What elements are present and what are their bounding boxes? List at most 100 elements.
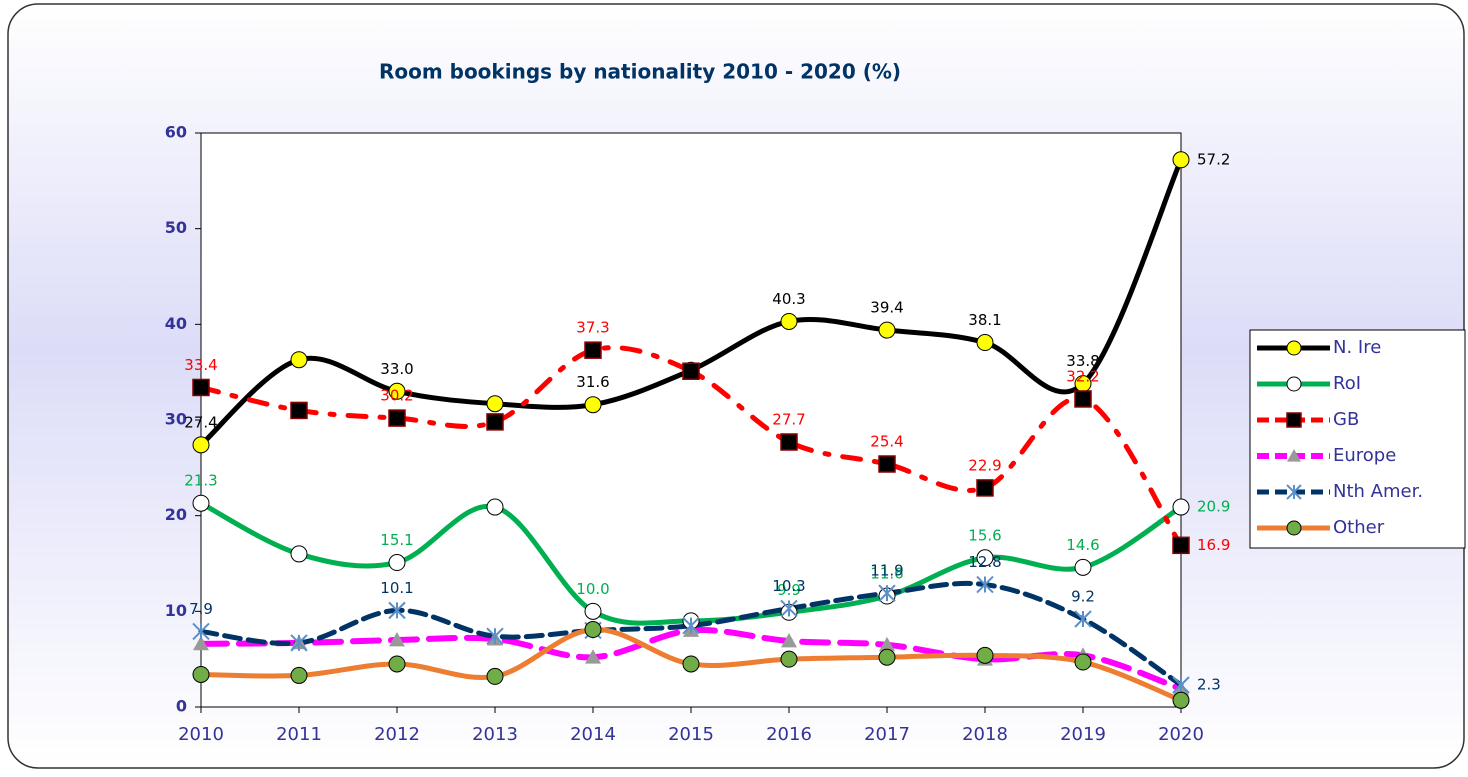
marker: [1172, 676, 1190, 694]
legend-label: N. Ire: [1333, 337, 1381, 358]
marker: [1074, 610, 1092, 628]
marker: [192, 665, 210, 683]
data-label: 15.6: [968, 526, 1001, 544]
data-label: 33.4: [184, 356, 217, 374]
data-label: 20.9: [1197, 498, 1230, 516]
marker: [486, 395, 504, 413]
legend-label: Nth Amer.: [1333, 481, 1423, 502]
marker: [193, 635, 209, 651]
y-tick-label: 40: [165, 314, 187, 333]
marker: [290, 634, 308, 652]
marker: [388, 601, 406, 620]
marker: [1074, 558, 1092, 576]
marker: [1172, 498, 1190, 516]
data-label: 22.9: [968, 456, 1001, 474]
y-tick-label: 60: [165, 123, 187, 142]
marker: [584, 621, 602, 639]
data-label: 2.3: [1197, 675, 1221, 693]
marker: [1074, 390, 1092, 408]
marker: [389, 632, 405, 647]
marker: [780, 312, 798, 330]
x-tick-label: 2020: [1158, 724, 1204, 745]
marker: [192, 622, 210, 641]
data-label: 21.3: [184, 472, 217, 490]
marker: [486, 413, 504, 431]
data-label: 32.2: [1066, 367, 1099, 385]
marker: [976, 334, 994, 352]
data-label: 27.4: [184, 413, 217, 431]
x-tick-label: 2012: [374, 724, 420, 745]
legend: [1249, 329, 1466, 549]
marker: [1286, 484, 1302, 500]
marker: [388, 382, 406, 400]
marker: [780, 650, 798, 668]
marker: [192, 378, 210, 397]
legend-label: Other: [1333, 517, 1385, 538]
legend-label: Europe: [1333, 445, 1396, 466]
marker: [585, 649, 601, 664]
data-label: 9.2: [1071, 587, 1095, 605]
marker: [1172, 691, 1190, 709]
marker: [1286, 412, 1302, 428]
marker: [682, 655, 700, 673]
data-label: 16.9: [1197, 536, 1230, 554]
marker: [878, 584, 896, 602]
marker: [486, 498, 504, 516]
marker: [388, 554, 406, 572]
chart-title: Room bookings by nationality 2010 - 2020…: [379, 60, 901, 84]
x-tick-label: 2019: [1060, 724, 1106, 745]
data-label: 10.3: [772, 577, 805, 595]
marker: [682, 616, 700, 635]
data-label: 57.2: [1197, 150, 1230, 168]
marker: [388, 655, 406, 673]
data-label: 7.9: [189, 600, 213, 618]
legend-label: RoI: [1333, 373, 1361, 394]
y-tick-label: 50: [165, 218, 187, 237]
marker: [879, 636, 895, 652]
marker: [976, 646, 994, 664]
marker: [976, 575, 994, 594]
marker: [878, 321, 896, 339]
marker: [780, 599, 798, 618]
marker: [1286, 340, 1302, 356]
marker: [192, 494, 210, 512]
marker: [486, 667, 504, 685]
marker: [780, 433, 798, 451]
marker: [1172, 151, 1190, 169]
y-tick-label: 20: [165, 505, 187, 524]
data-label: 33.8: [1066, 352, 1099, 370]
marker: [584, 602, 602, 620]
y-tick-label: 30: [165, 410, 187, 429]
data-label: 11.6: [870, 565, 903, 583]
marker: [486, 627, 504, 645]
data-label: 27.7: [772, 411, 805, 429]
x-tick-label: 2013: [472, 724, 518, 745]
data-label: 38.1: [968, 311, 1001, 329]
data-label: 14.6: [1066, 536, 1099, 554]
data-label: 11.9: [870, 562, 903, 580]
marker: [584, 341, 602, 359]
marker: [192, 436, 210, 454]
marker: [976, 549, 994, 567]
data-label: 25.4: [870, 433, 903, 451]
series-line: [198, 157, 1184, 448]
data-label: 39.4: [870, 299, 903, 317]
data-label: 33.0: [380, 360, 413, 378]
series-line: [198, 500, 1184, 626]
data-label: 30.2: [380, 387, 413, 405]
legend-label: GB: [1333, 409, 1359, 430]
marker: [878, 648, 896, 666]
marker: [1172, 536, 1190, 555]
data-label: 12.8: [968, 553, 1001, 571]
marker: [878, 455, 896, 473]
plot-area: [200, 132, 1182, 708]
data-label: 10.1: [380, 579, 413, 597]
marker: [1074, 653, 1092, 671]
marker: [584, 396, 602, 414]
x-tick-label: 2015: [668, 724, 714, 745]
marker: [290, 401, 308, 420]
x-tick-label: 2014: [570, 724, 616, 745]
data-label: 15.1: [380, 531, 413, 549]
marker: [1286, 376, 1302, 392]
